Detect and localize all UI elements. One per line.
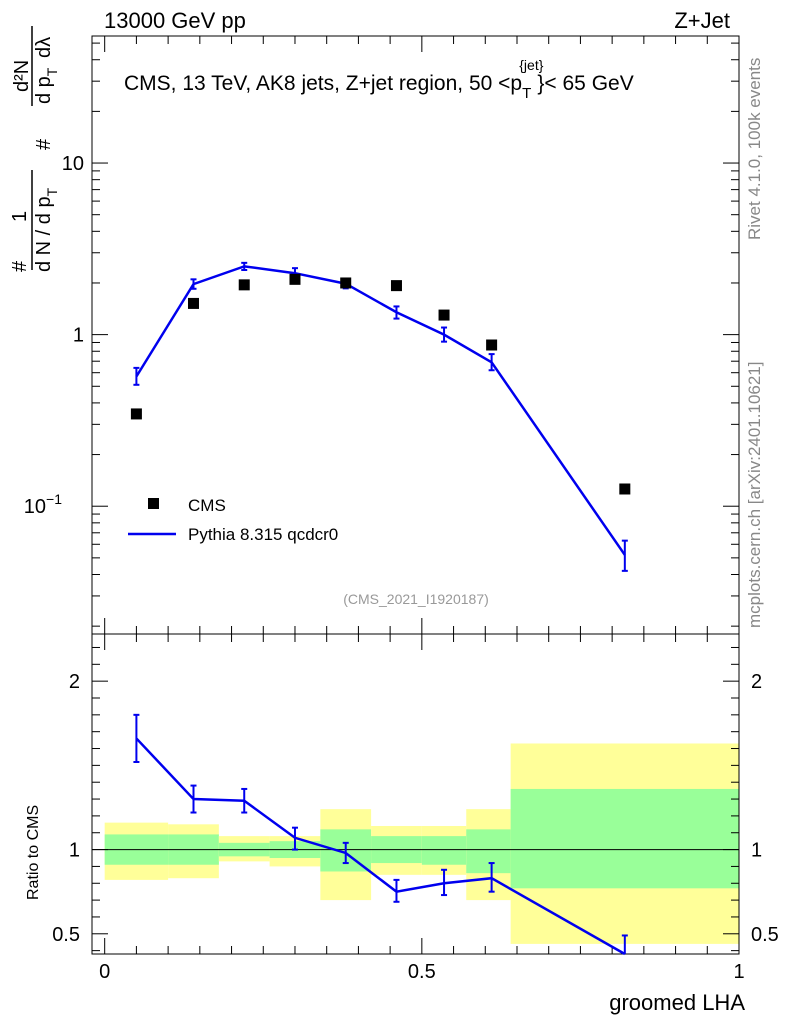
main-title: CMS, 13 TeV, AK8 jets, Z+jet region, 50 … bbox=[124, 57, 634, 102]
ratio-axis-ticks: 0.5 0.5 1 1 2 2 0 0.5 1 bbox=[52, 634, 779, 983]
main-title-end: }< 65 GeV bbox=[537, 72, 633, 95]
legend-data-label: CMS bbox=[188, 496, 226, 515]
ratio-ytick-label-right: 1 bbox=[751, 840, 762, 862]
main-ytick-label: 10−1 bbox=[24, 491, 62, 518]
header-right: Z+Jet bbox=[674, 8, 730, 33]
legend-data-marker bbox=[148, 498, 159, 509]
ratio-ytick-label: 0.5 bbox=[52, 924, 80, 946]
main-ytick-label: 10 bbox=[62, 153, 84, 175]
ylabel-dpt: d pT bbox=[33, 67, 60, 104]
ratio-ytick-label-right: 2 bbox=[751, 671, 762, 693]
ratio-ytick-label-right: 0.5 bbox=[751, 924, 779, 946]
main-ytick-exp: −1 bbox=[46, 491, 62, 507]
ratio-xtick-label: 1 bbox=[733, 961, 744, 983]
ratio-frame bbox=[91, 633, 740, 955]
ratio-ytick-label: 2 bbox=[69, 671, 80, 693]
main-ylabel: # 1 d N / d pT # d²N d pT dλ bbox=[9, 26, 60, 272]
ylabel-dpt-sub: T bbox=[44, 67, 60, 76]
mcplots-label: mcplots.cern.ch [arXiv:2401.10621] bbox=[745, 362, 764, 628]
main-series bbox=[130, 261, 631, 572]
ylabel-dn: d N / d pT bbox=[33, 187, 60, 272]
ylabel-d2n: d²N bbox=[11, 60, 33, 92]
ratio-band-inner bbox=[466, 829, 511, 874]
legend-mc-label: Pythia 8.315 qcdcr0 bbox=[188, 525, 338, 544]
ylabel-hash2: # bbox=[33, 138, 55, 150]
data-point bbox=[390, 280, 402, 292]
main-ytick-label: 1 bbox=[73, 325, 84, 347]
main-title-sup: {jet} bbox=[519, 57, 543, 73]
data-point bbox=[130, 408, 142, 420]
main-frame bbox=[91, 35, 740, 635]
ratio-ylabel: Ratio to CMS bbox=[25, 805, 42, 900]
ratio-series bbox=[133, 713, 628, 956]
ylabel-one: 1 bbox=[9, 211, 31, 222]
main-title-sub: T bbox=[522, 85, 531, 102]
main-title-text: CMS, 13 TeV, AK8 jets, Z+jet region, 50 … bbox=[124, 72, 522, 95]
data-point bbox=[238, 279, 250, 291]
ratio-band-inner bbox=[510, 788, 739, 889]
ylabel-dn-text: d N / d p bbox=[33, 196, 55, 272]
data-point bbox=[486, 339, 498, 351]
header-left: 13000 GeV pp bbox=[104, 8, 246, 33]
ylabel-dpt-text: d p bbox=[33, 76, 55, 104]
data-point bbox=[438, 309, 450, 321]
ylabel-dl: dλ bbox=[33, 37, 55, 58]
analysis-id: (CMS_2021_I1920187) bbox=[343, 591, 489, 607]
ratio-ytick-label: 1 bbox=[69, 840, 80, 862]
data-point bbox=[187, 297, 199, 309]
data-point bbox=[289, 273, 301, 285]
ratio-band-inner bbox=[421, 836, 467, 865]
ratio-panel bbox=[104, 743, 739, 944]
ratio-xtick-label: 0.5 bbox=[408, 961, 436, 983]
ylabel-hash1: # bbox=[9, 260, 31, 272]
ratio-xtick-label: 0 bbox=[99, 961, 110, 983]
data-point bbox=[340, 277, 352, 289]
main-ytick-base: 10 bbox=[24, 496, 46, 518]
data-point bbox=[619, 483, 631, 495]
ylabel-dn-sub: T bbox=[44, 187, 60, 196]
rivet-label: Rivet 4.1.0, 100k events bbox=[745, 58, 764, 240]
xlabel: groomed LHA bbox=[609, 990, 745, 1015]
